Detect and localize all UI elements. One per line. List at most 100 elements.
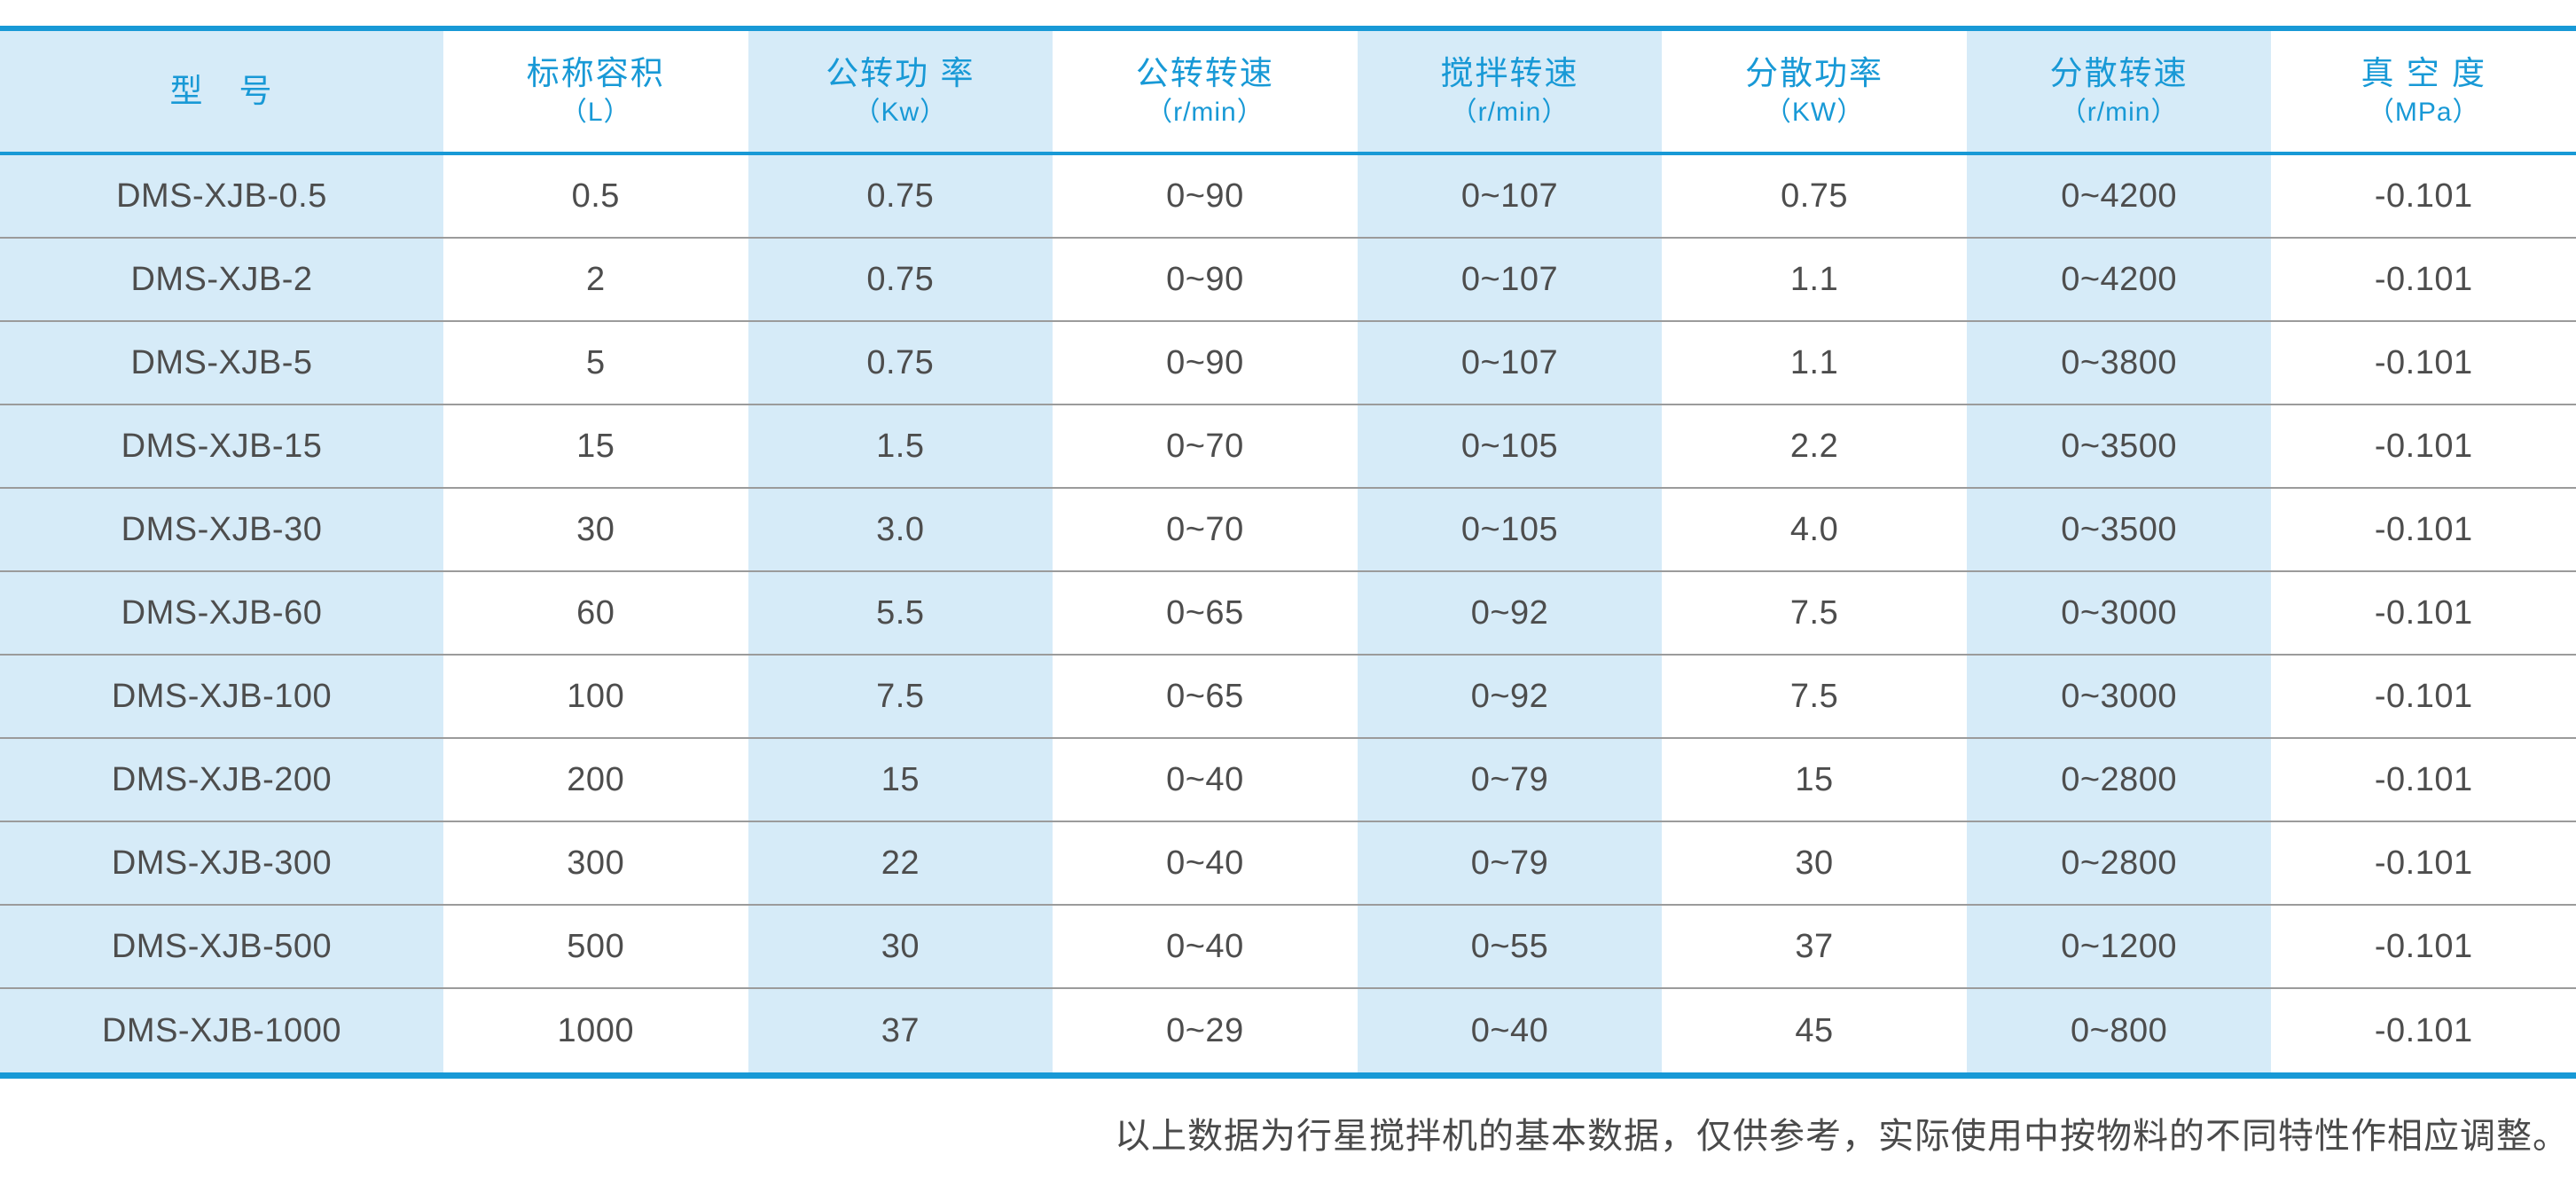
table-cell: 0~70 (1053, 489, 1358, 570)
table-cell: 100 (442, 656, 748, 737)
table-cell: 0.75 (1662, 155, 1967, 237)
table-cell-model: DMS-XJB-300 (0, 822, 443, 904)
table-cell: 7.5 (1662, 572, 1967, 654)
table-cell: 30 (748, 906, 1053, 987)
column-header-title: 搅拌转速 (1440, 55, 1579, 92)
table-cell: 0~2800 (1966, 739, 2272, 821)
table-cell-model: DMS-XJB-5 (0, 322, 443, 404)
table-cell: 22 (748, 822, 1053, 904)
column-header-unit: （r/min） (1146, 97, 1265, 127)
table-cell: -0.101 (2271, 906, 2576, 987)
table-cell: 0~1200 (1966, 906, 2272, 987)
table-cell-model: DMS-XJB-30 (0, 489, 443, 570)
table-cell: 1.5 (748, 405, 1053, 487)
column-header-title: 分散转速 (2049, 55, 2188, 92)
table-cell: -0.101 (2271, 656, 2576, 737)
table-cell: -0.101 (2271, 489, 2576, 570)
table-row: DMS-XJB-200 200 15 0~40 0~79 15 0~2800 -… (0, 739, 2576, 822)
table-cell: 500 (442, 906, 748, 987)
table-row: DMS-XJB-60 60 5.5 0~65 0~92 7.5 0~3000 -… (0, 572, 2576, 656)
table-bottom-border (0, 1072, 2576, 1079)
column-header-title: 公转功 率 (826, 55, 975, 92)
table-row: DMS-XJB-5 5 0.75 0~90 0~107 1.1 0~3800 -… (0, 322, 2576, 405)
table-cell: 2.2 (1662, 405, 1967, 487)
table-cell: 0~800 (1966, 989, 2272, 1072)
table-row: DMS-XJB-15 15 1.5 0~70 0~105 2.2 0~3500 … (0, 405, 2576, 489)
table-top-border (0, 26, 2576, 31)
column-header-title: 真 空 度 (2361, 55, 2486, 92)
column-header-title: 型 号 (169, 72, 274, 109)
table-cell-model: DMS-XJB-200 (0, 739, 443, 821)
table-cell: 0~107 (1357, 322, 1663, 404)
column-header-unit: （r/min） (1450, 97, 1570, 127)
table-cell: 0~40 (1357, 989, 1663, 1072)
column-header-unit: （Kw） (853, 97, 948, 127)
table-row: DMS-XJB-100 100 7.5 0~65 0~92 7.5 0~3000… (0, 656, 2576, 739)
table-cell: -0.101 (2271, 822, 2576, 904)
table-cell: 0~3800 (1966, 322, 2272, 404)
table-cell: -0.101 (2271, 739, 2576, 821)
table-cell: 0~70 (1053, 405, 1358, 487)
table-cell: -0.101 (2271, 322, 2576, 404)
table-cell: 0~107 (1357, 239, 1663, 320)
table-cell: 0~92 (1357, 572, 1663, 654)
table-cell: 30 (442, 489, 748, 570)
table-cell: 0~40 (1053, 822, 1358, 904)
table-cell: 0~90 (1053, 239, 1358, 320)
table-cell: 0~3000 (1966, 656, 2272, 737)
table-cell: 37 (1662, 906, 1967, 987)
table-cell: 0~29 (1053, 989, 1358, 1072)
table-row: DMS-XJB-2 2 0.75 0~90 0~107 1.1 0~4200 -… (0, 239, 2576, 322)
table-cell: 0~92 (1357, 656, 1663, 737)
table-cell: 15 (1662, 739, 1967, 821)
table-cell: 1.1 (1662, 239, 1967, 320)
column-header-stirring-speed: 搅拌转速 （r/min） (1357, 31, 1663, 152)
table-cell: 0~4200 (1966, 155, 2272, 237)
table-cell-model: DMS-XJB-15 (0, 405, 443, 487)
table-cell: 3.0 (748, 489, 1053, 570)
table-cell: 2 (442, 239, 748, 320)
table-cell: 15 (442, 405, 748, 487)
table-row: DMS-XJB-500 500 30 0~40 0~55 37 0~1200 -… (0, 906, 2576, 989)
table-header-row: 型 号 标称容积 （L） 公转功 率 （Kw） 公转转速 （r/min） 搅拌转… (0, 31, 2576, 152)
table-cell: 7.5 (1662, 656, 1967, 737)
table-cell: 37 (748, 989, 1053, 1072)
column-header-revolution-power: 公转功 率 （Kw） (748, 31, 1053, 152)
table-cell: 0~105 (1357, 489, 1663, 570)
column-header-unit: （r/min） (2059, 97, 2179, 127)
column-header-title: 分散功率 (1745, 55, 1884, 92)
footnote-text: 以上数据为行星搅拌机的基本数据，仅供参考，实际使用中按物料的不同特性作相应调整。 (1115, 1116, 2569, 1157)
column-header-vacuum-degree: 真 空 度 （MPa） (2271, 31, 2576, 152)
table-cell-model: DMS-XJB-500 (0, 906, 443, 987)
table-cell: 0~2800 (1966, 822, 2272, 904)
table-cell: 0~65 (1053, 656, 1358, 737)
column-header-title: 公转转速 (1135, 55, 1274, 92)
table-cell: 0~3000 (1966, 572, 2272, 654)
table-cell: 300 (442, 822, 748, 904)
column-header-model: 型 号 (0, 31, 443, 152)
column-header-dispersion-power: 分散功率 （KW） (1662, 31, 1967, 152)
table-cell: -0.101 (2271, 989, 2576, 1072)
table-cell-model: DMS-XJB-100 (0, 656, 443, 737)
table-cell: 0~79 (1357, 822, 1663, 904)
table-cell: -0.101 (2271, 239, 2576, 320)
column-header-title: 标称容积 (526, 55, 665, 92)
table-cell: 5 (442, 322, 748, 404)
table-cell: 30 (1662, 822, 1967, 904)
table-cell: 0~40 (1053, 739, 1358, 821)
column-header-unit: （MPa） (2367, 97, 2480, 127)
table-cell: 7.5 (748, 656, 1053, 737)
table-cell: 1000 (442, 989, 748, 1072)
table-header-separator (0, 152, 2576, 155)
table-cell: 0~55 (1357, 906, 1663, 987)
table-row: DMS-XJB-1000 1000 37 0~29 0~40 45 0~800 … (0, 989, 2576, 1072)
column-header-dispersion-speed: 分散转速 （r/min） (1966, 31, 2272, 152)
table-cell: 0.75 (748, 155, 1053, 237)
table-cell: 0.75 (748, 322, 1053, 404)
table-cell: 0.5 (442, 155, 748, 237)
table-cell: -0.101 (2271, 572, 2576, 654)
column-header-unit: （L） (560, 97, 631, 127)
table-cell: 0~3500 (1966, 405, 2272, 487)
table-cell: 0~79 (1357, 739, 1663, 821)
table-cell: 4.0 (1662, 489, 1967, 570)
